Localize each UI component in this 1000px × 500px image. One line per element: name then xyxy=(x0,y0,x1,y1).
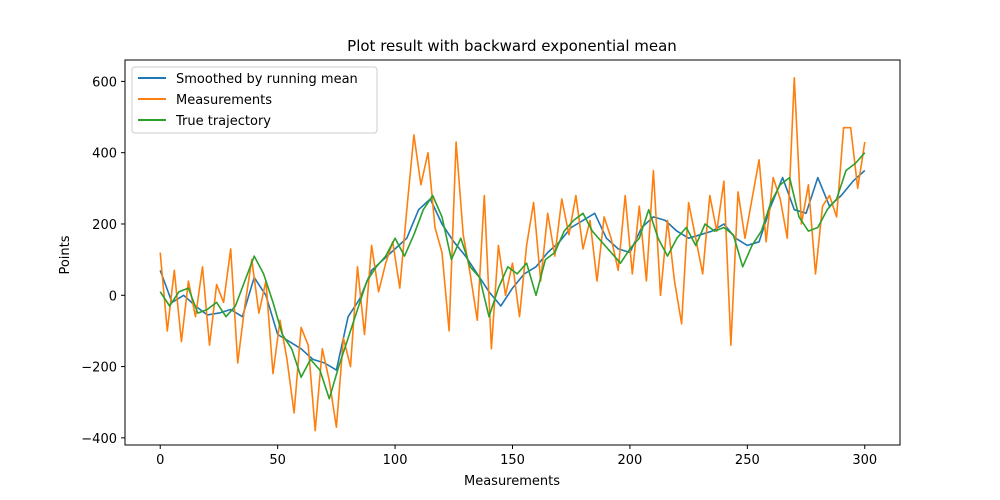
legend: Smoothed by running mean Measurements True… xyxy=(131,66,378,134)
series-line-true-trajectory xyxy=(159,152,866,400)
x-tick-label: 300 xyxy=(852,453,877,468)
legend-box xyxy=(131,66,378,134)
x-axis-ticks: 0 50 100 150 200 250 300 xyxy=(156,445,877,468)
x-axis-label: Measurements xyxy=(464,474,560,489)
legend-label-true-trajectory: True trajectory xyxy=(175,114,271,129)
y-axis-label: Points xyxy=(58,235,73,274)
x-tick-label: 200 xyxy=(618,453,643,468)
y-axis-ticks: −400 −200 0 200 400 600 xyxy=(81,75,125,447)
x-tick-label: 0 xyxy=(156,453,164,468)
x-tick-label: 100 xyxy=(383,453,408,468)
x-tick-label: 150 xyxy=(500,453,525,468)
series-lines xyxy=(159,77,866,432)
y-tick-label: −400 xyxy=(81,432,117,447)
chart-title: Plot result with backward exponential me… xyxy=(347,37,677,55)
y-tick-label: 200 xyxy=(92,218,117,233)
y-tick-label: 0 xyxy=(109,289,117,304)
y-tick-label: 600 xyxy=(92,75,117,90)
x-tick-label: 250 xyxy=(735,453,760,468)
y-tick-label: −200 xyxy=(81,361,117,376)
x-tick-label: 50 xyxy=(269,453,286,468)
series-line-measurements xyxy=(159,77,866,432)
legend-label-smoothed-by-running-mean: Smoothed by running mean xyxy=(176,72,358,87)
legend-label-measurements: Measurements xyxy=(176,93,272,108)
y-tick-label: 400 xyxy=(92,147,117,162)
